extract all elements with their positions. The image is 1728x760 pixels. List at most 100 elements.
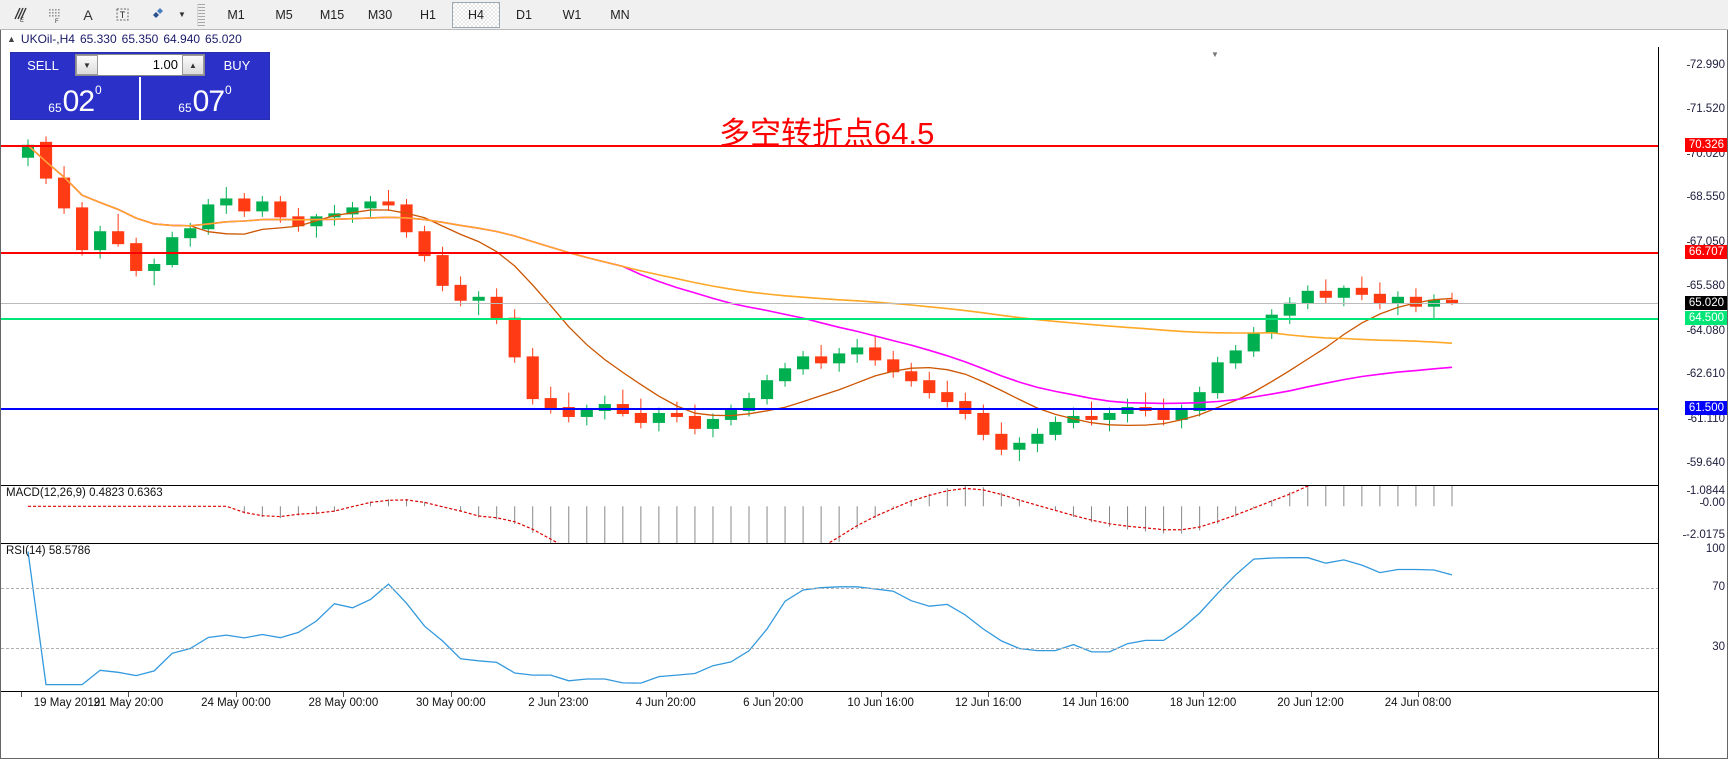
macd-tick-label: 0.00 (1699, 497, 1725, 509)
timeframe-m5[interactable]: M5 (275, 7, 293, 22)
volume-increase-icon[interactable]: ▲ (182, 55, 204, 75)
macd-tick-label: -2.0175 (1682, 529, 1725, 541)
rsi-pane[interactable]: RSI(14) 58.5786 (1, 543, 1659, 692)
price-marker-resistance-line[interactable]: 70.326 (1684, 137, 1727, 152)
price-tick-label: 61.110 (1687, 413, 1725, 425)
time-tick-mark (21, 692, 22, 697)
price-tick-label: 65.580 (1686, 280, 1725, 292)
resistance-line[interactable] (1, 252, 1659, 255)
price-marker-resistance-line[interactable]: 66.707 (1684, 245, 1727, 260)
macd-pane[interactable]: MACD(12,26,9) 0.4823 0.6363 (1, 485, 1659, 544)
price-marker-last-price[interactable]: 65.020 (1684, 295, 1727, 310)
timeframe-h4[interactable]: H4 (452, 1, 500, 28)
pane-collapse-icon[interactable]: ▼ (1211, 50, 1219, 59)
pivot-line[interactable] (1, 318, 1659, 321)
time-tick-label: 6 Jun 20:00 (743, 697, 804, 709)
time-tick-label: 10 Jun 16:00 (847, 697, 914, 709)
macd-label: MACD(12,26,9) 0.4823 0.6363 (6, 487, 163, 499)
sell-price-fraction: 0 (95, 83, 102, 97)
timeframe-mn[interactable]: MN (610, 7, 630, 22)
quote-bar: ▲ UKOil-,H4 65.330 65.350 64.940 65.020 (1, 30, 1727, 47)
time-tick-mark (1418, 692, 1419, 697)
main-toolbar: E F A T ▼ M1 M5 M15 M30 H1 H4 D1 W1 MN (0, 0, 1728, 30)
time-tick-label: 12 Jun 16:00 (954, 697, 1022, 709)
time-tick-mark (773, 692, 775, 697)
chart-canvas[interactable]: MACD(12,26,9) 0.4823 0.6363 RSI(14) 58.5… (1, 47, 1659, 758)
price-tick-label: 71.520 (1686, 103, 1725, 115)
time-tick-mark (450, 692, 452, 697)
quote-close: 65.020 (205, 31, 242, 46)
time-tick-label: 19 May 2019 (33, 697, 101, 709)
rsi-series (27, 551, 1453, 686)
sell-label[interactable]: SELL (27, 57, 59, 73)
time-tick-label: 18 Jun 12:00 (1169, 697, 1237, 709)
time-tick-mark (128, 692, 130, 697)
price-pane[interactable] (1, 47, 1659, 485)
price-marker-pivot-line[interactable]: 64.500 (1684, 311, 1727, 326)
buy-price-main: 07 (192, 85, 225, 118)
sell-button[interactable]: 65 02 0 (11, 77, 141, 120)
resistance-line[interactable] (1, 144, 1659, 147)
text-tool-icon[interactable]: A (83, 6, 93, 23)
rsi-tick-label: 30 (1712, 640, 1725, 653)
grid-icon[interactable]: F (38, 1, 70, 29)
rsi-tick-label: 70 (1712, 581, 1725, 594)
time-tick-label: 28 May 00:00 (308, 697, 379, 709)
buy-label[interactable]: BUY (223, 57, 251, 73)
quote-open: 65.330 (79, 31, 117, 46)
toolbar-grip[interactable] (197, 3, 205, 26)
indicators-icon[interactable]: E (4, 1, 36, 29)
time-tick-mark (880, 692, 882, 697)
price-marker-support-line[interactable]: 61.500 (1684, 400, 1727, 415)
quote-high: 65.350 (121, 31, 159, 46)
time-tick-label: 21 May 20:00 (93, 697, 164, 709)
time-tick-label: 20 Jun 12:00 (1277, 697, 1344, 709)
time-tick-label: 14 Jun 16:00 (1062, 697, 1129, 709)
one-click-trading-panel: SELL ▼ 1.00 ▲ BUY 65 02 0 65 07 0 (10, 52, 270, 120)
volume-stepper[interactable]: ▼ 1.00 ▲ (75, 54, 205, 76)
sell-price-main: 02 (62, 85, 95, 118)
macd-tick-label: 1.0844 (1686, 485, 1725, 497)
time-tick-label: 24 Jun 08:00 (1384, 697, 1452, 709)
time-axis[interactable]: 19 May 2019 21 May 20:00 24 May 00:00 28 Ma… (1, 691, 1659, 760)
svg-text:T: T (119, 10, 125, 20)
rsi-label: RSI(14) 58.5786 (6, 545, 91, 557)
support-line[interactable] (1, 407, 1659, 410)
volume-decrease-icon[interactable]: ▼ (76, 55, 98, 75)
time-tick-mark (343, 692, 345, 697)
rsi-level-70 (1, 588, 1659, 590)
time-tick-mark (1095, 692, 1097, 697)
time-tick-label: 24 May 00:00 (201, 697, 271, 709)
time-tick-label: 4 Jun 20:00 (635, 697, 696, 709)
volume-value[interactable]: 1.00 (152, 57, 178, 72)
timeframe-m30[interactable]: M30 (367, 7, 393, 22)
timeframe-w1[interactable]: W1 (562, 7, 582, 22)
last-price-line (1, 302, 1659, 304)
timeframe-m15[interactable]: M15 (319, 7, 345, 22)
buy-button[interactable]: 65 07 0 (141, 77, 269, 120)
chart-window: ▲ UKOil-,H4 65.330 65.350 64.940 65.020 … (0, 30, 1728, 759)
price-tick-label: 62.610 (1686, 368, 1725, 380)
price-axis[interactable]: 72.990 71.520 70.020 68.550 67.050 65.580 64.0… (1658, 47, 1727, 758)
chart-symbol: UKOil-,H4 (20, 31, 75, 46)
buy-price-prefix: 65 (178, 101, 192, 115)
text-label-icon[interactable]: T (106, 1, 138, 29)
price-tick-label: 64.080 (1686, 325, 1725, 337)
time-tick-mark (1310, 692, 1312, 697)
time-tick-label: 30 May 00:00 (416, 697, 486, 709)
time-tick-mark (235, 692, 237, 697)
chevron-down-icon[interactable]: ▼ (178, 10, 186, 19)
timeframe-h1[interactable]: H1 (420, 7, 436, 22)
objects-icon[interactable] (140, 1, 172, 29)
time-tick-mark (558, 692, 560, 697)
buy-price-fraction: 0 (225, 83, 232, 97)
price-tick-label: 72.990 (1686, 59, 1725, 71)
price-tick-label: 68.550 (1686, 191, 1725, 203)
price-tick-label: 67.050 (1686, 236, 1725, 248)
time-tick-mark (1203, 692, 1205, 697)
sell-price-prefix: 65 (48, 101, 62, 115)
collapse-triangle-icon[interactable]: ▲ (7, 33, 16, 44)
timeframe-d1[interactable]: D1 (516, 7, 532, 22)
timeframe-m1[interactable]: M1 (227, 7, 245, 22)
time-tick-mark (665, 692, 667, 697)
